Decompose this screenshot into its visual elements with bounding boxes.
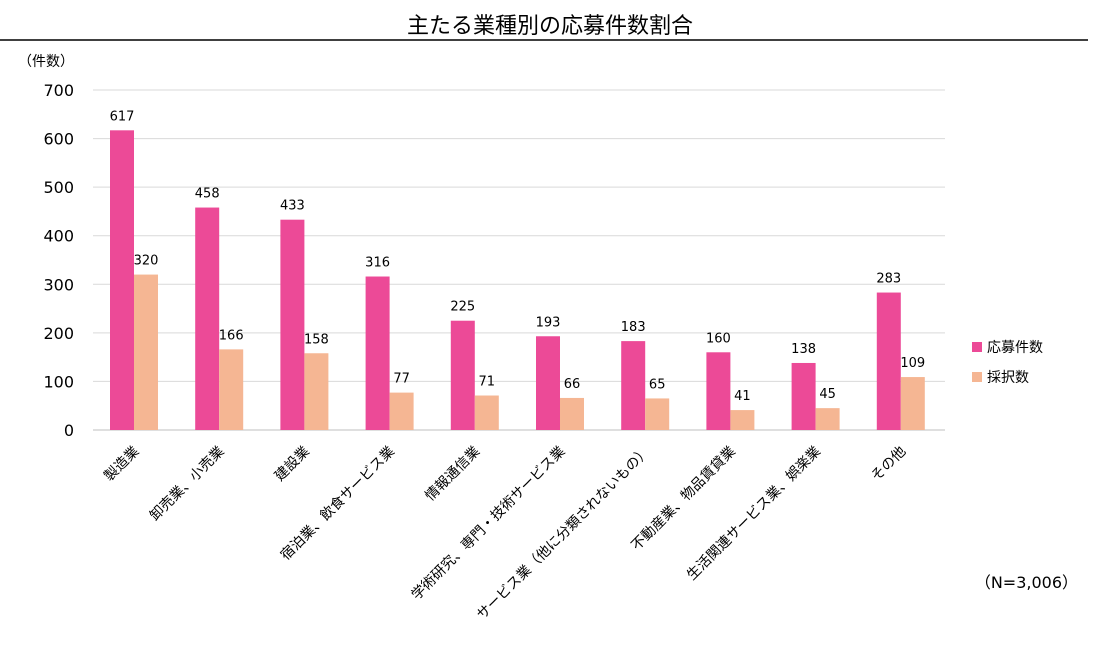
bar-applications bbox=[450, 320, 475, 430]
bar-adopted bbox=[900, 377, 925, 430]
data-label: 66 bbox=[564, 377, 581, 392]
x-tick-label: その他 bbox=[868, 444, 909, 485]
x-tick-label: 情報通信業 bbox=[422, 444, 483, 505]
y-tick-label: 500 bbox=[43, 178, 74, 197]
y-tick-label: 0 bbox=[64, 421, 74, 440]
data-label: 433 bbox=[280, 199, 305, 214]
data-label: 225 bbox=[450, 300, 475, 315]
bar-applications bbox=[791, 362, 816, 430]
data-label: 183 bbox=[621, 320, 646, 335]
bar-adopted bbox=[730, 410, 755, 430]
data-label: 458 bbox=[195, 187, 220, 202]
bar-applications bbox=[621, 341, 646, 430]
y-tick-label: 200 bbox=[43, 324, 74, 343]
legend-label: 採択数 bbox=[987, 370, 1029, 386]
y-axis-label: （件数） bbox=[18, 54, 74, 70]
bar-applications bbox=[536, 336, 560, 430]
x-tick-label: 建設業 bbox=[272, 444, 313, 485]
y-tick-label: 700 bbox=[43, 81, 74, 100]
legend-swatch bbox=[972, 372, 982, 382]
bar-adopted bbox=[304, 353, 329, 430]
x-tick-label: 生活関連サービス業、娯楽業 bbox=[684, 444, 824, 584]
data-label: 71 bbox=[479, 375, 496, 390]
bar-applications bbox=[706, 352, 731, 430]
data-label: 193 bbox=[536, 315, 561, 330]
legend-swatch bbox=[972, 342, 982, 352]
bar-adopted bbox=[389, 392, 414, 430]
data-label: 158 bbox=[304, 332, 329, 347]
data-label: 160 bbox=[706, 331, 731, 346]
data-label: 617 bbox=[110, 109, 135, 124]
y-tick-label: 600 bbox=[43, 130, 74, 149]
bar-applications bbox=[876, 292, 901, 430]
chart-title: 主たる業種別の応募件数割合 bbox=[407, 14, 693, 39]
x-tick-label: 卸売業、小売業 bbox=[147, 444, 228, 525]
x-tick-label: 学術研究、専門・技術サービス業 bbox=[409, 444, 569, 604]
bar-applications bbox=[195, 207, 220, 430]
data-label: 65 bbox=[649, 377, 666, 392]
data-label: 316 bbox=[365, 256, 390, 271]
bar-applications bbox=[365, 276, 390, 430]
data-label: 109 bbox=[900, 356, 925, 371]
data-label: 166 bbox=[219, 328, 244, 343]
legend-label: 応募件数 bbox=[987, 340, 1043, 356]
data-label: 138 bbox=[791, 342, 816, 357]
data-label: 320 bbox=[134, 254, 159, 269]
bar-applications bbox=[280, 219, 305, 430]
bar-adopted bbox=[474, 395, 499, 430]
sample-size-note: （N=3,006） bbox=[975, 573, 1078, 592]
bar-adopted bbox=[560, 397, 584, 430]
x-tick-label: サービス業（他に分類されないもの） bbox=[474, 444, 654, 624]
data-label: 41 bbox=[734, 389, 751, 404]
y-tick-label: 300 bbox=[43, 275, 74, 294]
bar-adopted bbox=[815, 408, 840, 430]
data-label: 77 bbox=[393, 372, 410, 387]
bar-adopted bbox=[134, 274, 158, 430]
bar-applications bbox=[110, 130, 134, 431]
data-label: 283 bbox=[876, 272, 901, 287]
y-tick-label: 100 bbox=[43, 372, 74, 391]
bar-adopted bbox=[219, 349, 244, 430]
data-label: 45 bbox=[819, 387, 836, 402]
x-tick-label: 製造業 bbox=[101, 444, 142, 485]
y-tick-label: 400 bbox=[43, 227, 74, 246]
bar-adopted bbox=[645, 398, 670, 430]
